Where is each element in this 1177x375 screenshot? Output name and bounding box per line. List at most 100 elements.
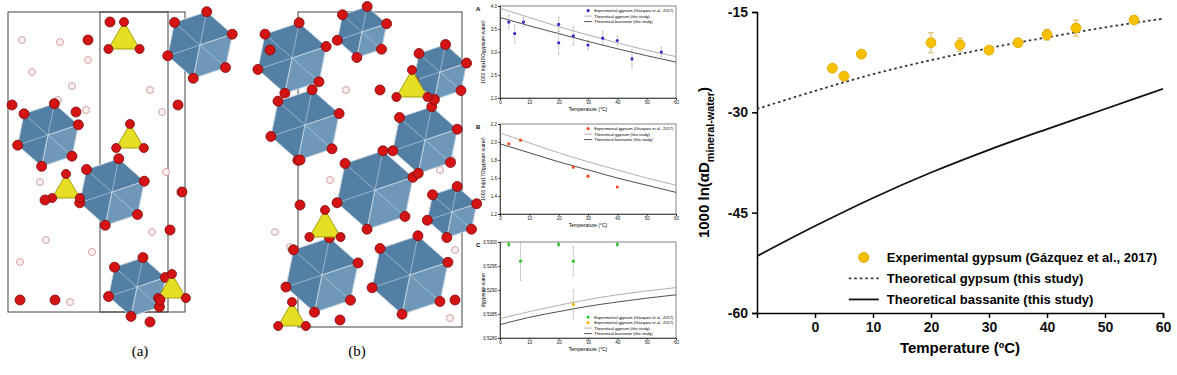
x-axis-title: Temperature (°C): [569, 106, 608, 112]
error-bar: [558, 31, 560, 54]
oxygen-atom: [395, 112, 405, 122]
oxygen-atom: [132, 210, 142, 220]
oxygen-atom: [13, 140, 23, 150]
x-axis: 0102030405060: [499, 214, 679, 221]
error-bar-cap: [616, 242, 618, 243]
oxygen-atom: [126, 120, 135, 129]
oxygen-atom: [382, 19, 392, 29]
oxygen-atom: [114, 154, 124, 164]
y-tick-label: -15: [728, 4, 748, 20]
oxygen-atom: [352, 52, 362, 62]
oxygen-atom: [227, 29, 237, 39]
error-bar: [508, 15, 510, 29]
y-tick-mark: [498, 142, 500, 143]
legend-label: Experimental gypsum (Gázquez et al., 201…: [594, 8, 674, 13]
legend-entry: Theoretical bassanite (this study): [584, 19, 653, 24]
x-tick-label: 20: [924, 319, 940, 335]
legend-entry: Theoretical bassanite (this study): [584, 137, 653, 142]
octahedron-face: [402, 262, 448, 314]
chart: 01020304050600.52800.52850.52900.52950.5…: [476, 240, 679, 352]
octahedron: [18, 104, 79, 167]
y-tick: 2.0: [491, 96, 500, 101]
y-tick: 0.5280: [483, 336, 500, 341]
y-tick-mark: [498, 290, 500, 291]
octahedron-edge: [410, 236, 418, 275]
legend-entry: Experimental gypsum (Gázquez et al., 201…: [587, 315, 674, 320]
y-tick-mark: [498, 6, 500, 7]
y-axis-title-part: mineral-water: [704, 91, 716, 162]
y-tick-mark: [498, 124, 500, 125]
oxygen-atom: [126, 311, 136, 321]
data-point: [1042, 30, 1052, 40]
error-bar-cap: [508, 29, 510, 30]
legend-label: Theoretical bassanite (this study): [594, 19, 653, 24]
octahedron: [393, 107, 457, 174]
error-bar-cap: [631, 68, 633, 69]
plot-frame: [500, 6, 676, 98]
legend: Experimental gypsum (Gázquez et al., 201…: [584, 8, 674, 24]
error-bar: [558, 18, 560, 32]
oxygen-atom: [367, 283, 377, 293]
oxygen-atom: [188, 73, 198, 83]
y-tick: 3.0: [491, 50, 500, 55]
oxygen-atom: [105, 17, 115, 27]
x-tick-mark: [989, 313, 991, 318]
x-tick: 10: [527, 98, 533, 105]
error-bar-cap: [572, 275, 574, 276]
octahedron: [271, 90, 339, 161]
oxygen-atom: [273, 96, 283, 106]
y-tick: 1.6: [491, 176, 500, 181]
legend-swatch: [587, 316, 590, 319]
x-axis: 0102030405060: [499, 338, 679, 345]
series-line: [500, 8, 676, 56]
y-tick: -45: [728, 205, 757, 221]
panel-label: B: [476, 124, 481, 130]
data-point: [856, 49, 866, 59]
oxygen-atom: [295, 155, 305, 165]
y-tick-label: -60: [728, 305, 748, 321]
hydrogen-atom: [37, 179, 44, 186]
error-bar: [572, 27, 574, 45]
plot-frame: [500, 242, 676, 338]
oxygen-atom: [362, 2, 372, 12]
x-tick: 20: [557, 98, 563, 105]
x-tick-label: 60: [674, 340, 680, 345]
oxygen-atom: [280, 88, 290, 98]
oxygen-atom: [49, 99, 59, 109]
legend-label: Theoretical gypsum (this study): [594, 326, 650, 331]
crystal-structure: (a): [7, 7, 237, 360]
octahedron-edge: [380, 249, 410, 275]
error-bar-cap: [508, 15, 510, 16]
plot-area: [757, 15, 1163, 256]
y-tick-label: 0.5285: [483, 312, 497, 317]
series-line: [757, 89, 1163, 256]
oxygen-atom: [423, 93, 432, 102]
x-tick: 20: [557, 214, 563, 221]
error-bar: [616, 36, 618, 45]
error-bar-cap: [558, 54, 560, 55]
oxygen-atom: [413, 231, 423, 241]
x-tick-label: 0: [499, 216, 502, 221]
oxygen-atom: [155, 295, 165, 305]
oxygen-atom: [75, 194, 84, 203]
data-point: [519, 139, 522, 142]
error-bar-cap: [602, 31, 604, 32]
octahedron-face: [418, 129, 457, 173]
legend-swatch: [849, 278, 879, 280]
octahedron-edge: [294, 250, 322, 275]
legend-swatch: [584, 139, 592, 140]
legend-label: Experimental gypsum (Gázquez et al., 201…: [594, 320, 674, 325]
series-line: [500, 18, 676, 63]
error-bar: [631, 50, 633, 68]
y-tick: 3.5: [491, 27, 500, 32]
y-tick-label: 0.5300: [483, 240, 497, 245]
octahedron-edge: [337, 190, 375, 203]
oxygen-atom: [50, 295, 60, 305]
y-axis-title: 1000 ln(α17Ogypsum-water): [480, 137, 486, 201]
octahedron: [80, 159, 144, 226]
oxygen-atom: [400, 211, 410, 221]
y-tick-mark: [498, 242, 500, 243]
oxygen-atom: [301, 322, 310, 331]
error-bar-cap: [660, 56, 662, 57]
x-tick: 60: [674, 214, 680, 221]
